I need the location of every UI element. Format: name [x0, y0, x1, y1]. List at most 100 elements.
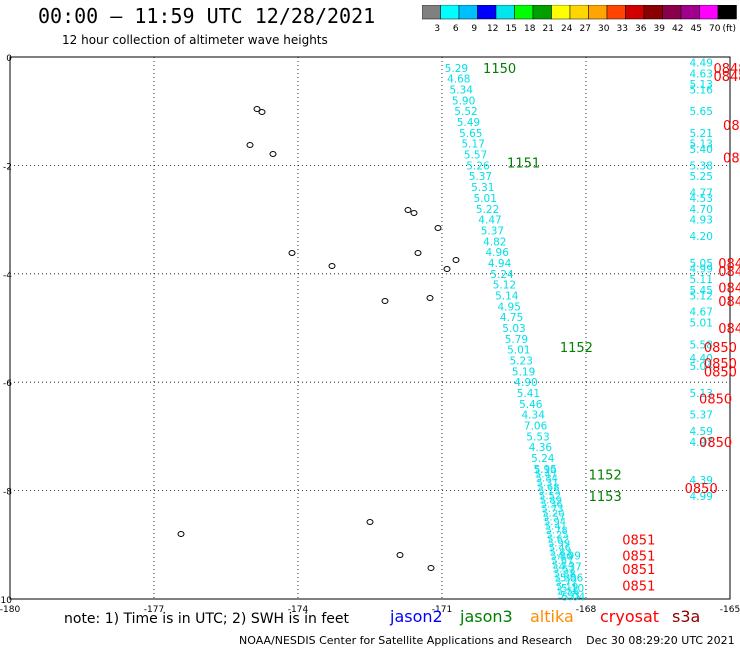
wave-height-value: 5.37: [481, 225, 504, 237]
legend-tick-label: 30: [598, 24, 610, 34]
wave-height-value: 5.41: [517, 388, 540, 400]
wave-height-value: 5.12: [493, 280, 516, 292]
wave-height-value: 4.59: [690, 426, 713, 438]
wave-height-value: 5.01: [690, 318, 713, 330]
pass-time-label: 0848: [713, 70, 740, 85]
legend-tick-label: 27: [580, 24, 591, 34]
wave-height-value: 5.65: [690, 106, 713, 118]
wave-height-value: 4.47: [478, 215, 501, 227]
y-tick-label: -6: [3, 379, 12, 389]
pass-time-label: 0851: [622, 550, 655, 565]
legend-tick-label: 6: [453, 24, 459, 34]
island-outline: [427, 565, 435, 571]
wave-height-value: 5.03: [502, 323, 525, 335]
pass-time-label: 0849: [718, 322, 740, 337]
wave-height-value: 4.53: [690, 193, 713, 205]
wave-height-value: 5.01: [507, 345, 530, 357]
pass-time-label: 0849: [718, 281, 740, 296]
wave-height-value: 4.67: [690, 307, 713, 319]
wave-height-value: 5.57: [464, 150, 487, 162]
pass-time-label: 0850: [699, 436, 732, 451]
legend-tick-label: 70: [709, 24, 721, 34]
wave-height-value: 5.19: [556, 582, 578, 593]
wave-height-value: 5.22: [476, 204, 499, 216]
legend-tick-label: 24: [561, 24, 573, 34]
wave-height-value: 5.45: [690, 285, 713, 297]
wave-height-value: 5.06: [560, 572, 584, 584]
wave-height-value: 4.94: [488, 258, 512, 270]
wave-height-value: 4.49: [690, 57, 713, 69]
wave-height-value: 5.90: [452, 95, 475, 107]
wave-height-value: 5.93: [558, 591, 580, 602]
y-tick-label: -4: [3, 271, 12, 281]
wave-height-value: 4.82: [483, 236, 506, 248]
wave-height-value: 5.38: [690, 160, 713, 172]
pass-time-label: 0850: [699, 392, 732, 407]
wave-height-value: 5.58: [690, 339, 713, 351]
legend-tick-label: 9: [471, 24, 477, 34]
wave-height-value: 5.29: [445, 63, 468, 75]
wave-height-value: 5.68: [537, 482, 559, 493]
pass-time-label: 0849: [718, 295, 740, 310]
y-tick-label: 0: [6, 54, 12, 64]
wave-height-value: 4.77: [690, 188, 713, 200]
wave-height-value: 4.34: [522, 410, 546, 422]
wave-height-value: 5.67: [551, 556, 573, 567]
legend-tick-label: 12: [487, 24, 498, 34]
wave-height-value: 5.99: [548, 539, 570, 550]
note-text: note: 1) Time is in UTC; 2) SWH is in fe…: [64, 611, 350, 627]
wave-height-value: 5.62: [547, 534, 569, 545]
pass-time-label: 1152: [589, 468, 622, 483]
wave-height-value: 4.75: [500, 312, 523, 324]
wave-height-value: 4.37: [558, 561, 581, 573]
island-outline: [258, 109, 266, 115]
wave-height-color-legend: 3 6 9 12 15 18 21 24 27 30 33 36 39 42 45 70 (ft): [422, 5, 737, 34]
wave-height-value: 4.70: [690, 204, 713, 216]
wave-height-value: 5.26: [466, 160, 490, 172]
wave-height-value: 5.24: [531, 453, 555, 465]
wave-height-value: 5.94: [544, 517, 566, 528]
x-tick-label: -174: [288, 605, 309, 615]
wave-height-value: 5.20: [542, 508, 564, 519]
wave-height-value: 4.20: [690, 231, 713, 243]
wave-height-value: 5.40: [690, 144, 713, 156]
pass-time-label: 0849: [723, 119, 740, 134]
pass-time-label: 0850: [704, 365, 737, 380]
credit-line: NOAA/NESDIS Center for Satellite Applica…: [239, 634, 735, 647]
wave-height-value: 4.99: [690, 263, 713, 275]
wave-height-value: 5.46: [519, 399, 543, 411]
island-outline: [381, 298, 389, 304]
wave-height-value: 5.30: [550, 552, 572, 563]
x-tick-label: -168: [576, 605, 597, 615]
y-tick-label: -2: [3, 162, 12, 172]
legend-jason3: jason3: [460, 607, 513, 626]
wave-height-value: 5.56: [557, 586, 579, 597]
wave-height-value: 5.01: [474, 193, 497, 205]
island-outline: [396, 552, 404, 558]
wave-height-value: 5.57: [543, 513, 565, 524]
island-outline: [366, 519, 374, 525]
y-tick-label: -8: [3, 488, 12, 498]
wave-height-value: 4.68: [447, 74, 470, 86]
island-outline: [269, 151, 277, 157]
wave-height-value: 4.96: [486, 247, 510, 259]
legend-tick-label: 21: [543, 24, 554, 34]
wave-height-value: 5.52: [454, 106, 477, 118]
wave-height-value: 5.17: [462, 139, 485, 151]
wave-height-value: 5.83: [550, 547, 572, 558]
pass-time-label: 1150: [483, 62, 516, 77]
wave-height-value: 4.40: [690, 353, 713, 365]
wave-height-value: 5.19: [512, 366, 535, 378]
island-outline: [328, 263, 336, 269]
wave-height-value: 5.10: [534, 465, 556, 476]
wave-height-value: 5.84: [536, 474, 558, 485]
wave-height-value: 5.89: [540, 495, 562, 506]
island-outline: [177, 531, 185, 537]
wave-height-value: 5.31: [471, 182, 494, 194]
pass-time-label: 0848: [713, 62, 740, 77]
wave-height-value: 5.46: [549, 543, 571, 554]
wave-height-value: 5.23: [510, 356, 533, 368]
wave-height-value: 5.11: [690, 274, 713, 286]
wave-height-value: 5.25: [546, 530, 568, 541]
